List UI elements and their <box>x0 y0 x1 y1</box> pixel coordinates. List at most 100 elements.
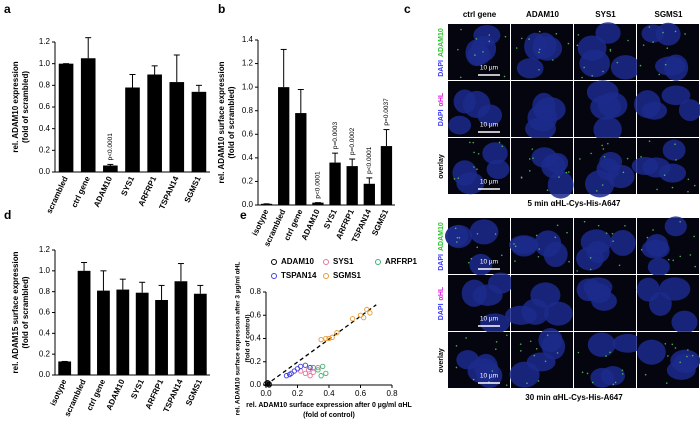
signal <box>605 232 608 234</box>
bar <box>295 113 307 205</box>
y-tick-label: 0.0 <box>242 200 254 209</box>
signal <box>454 227 457 230</box>
bar <box>329 162 341 205</box>
nucleus <box>530 282 561 308</box>
signal <box>607 142 609 145</box>
y-tick-label: 0.2 <box>39 145 51 154</box>
signal <box>500 254 503 257</box>
point <box>320 363 326 370</box>
signal <box>664 342 667 345</box>
signal <box>591 381 594 384</box>
x-tick-label: TSPAN14 <box>162 377 185 413</box>
legend-marker <box>271 273 277 279</box>
panel-letter: d <box>4 208 11 222</box>
bar <box>278 87 290 205</box>
signal <box>666 47 669 49</box>
signal <box>531 148 534 150</box>
nucleus <box>527 104 558 132</box>
point <box>310 364 316 371</box>
bar <box>260 203 273 205</box>
nucleus <box>516 58 544 79</box>
row-label: overlay <box>438 348 445 373</box>
signal <box>472 141 475 144</box>
x-tick-label: SYS1 <box>322 207 339 230</box>
column-header: ADAM10 <box>526 10 559 19</box>
signal <box>565 171 568 174</box>
signal <box>590 152 592 155</box>
signal <box>457 48 459 51</box>
signal <box>694 265 696 268</box>
signal <box>586 372 589 375</box>
signal <box>687 349 689 351</box>
nucleus <box>480 313 510 334</box>
signal <box>535 234 538 237</box>
scale-bar-label: 10 µm <box>480 316 498 323</box>
row-label: DAPI ADAM10 <box>438 222 445 271</box>
nucleus <box>599 152 623 172</box>
trend-line <box>265 304 377 386</box>
nucleus <box>509 235 539 254</box>
signal <box>658 73 661 76</box>
signal <box>515 47 518 49</box>
bar <box>125 87 140 172</box>
signal <box>537 255 540 258</box>
signal <box>482 51 484 53</box>
signal <box>684 33 686 35</box>
signal <box>457 177 460 179</box>
signal <box>494 348 497 351</box>
nucleus <box>584 170 615 198</box>
nucleus <box>645 233 669 257</box>
y-tick-label: 0.8 <box>39 80 51 89</box>
x-tick-label: isotype <box>48 377 68 407</box>
y-tick-label: 1.2 <box>39 245 51 254</box>
signal <box>591 74 594 77</box>
bar <box>135 292 149 375</box>
x-tick-label: ctrl gene <box>70 174 92 209</box>
scale-bar-label: 10 µm <box>480 179 498 186</box>
signal <box>513 243 515 245</box>
bar <box>147 74 162 172</box>
row-label-part: DAPI <box>438 109 445 126</box>
y-axis-label: rel. ADAM15 surface expression <box>11 251 20 373</box>
signal <box>535 348 538 350</box>
signal <box>538 248 541 250</box>
p-value: p=0.0003 <box>332 121 339 149</box>
point <box>302 362 309 368</box>
signal <box>504 35 507 38</box>
legend-marker <box>375 259 381 265</box>
legend-label: SGMS1 <box>333 271 362 280</box>
y-tick-label: 1.4 <box>242 35 254 44</box>
bar <box>169 82 185 172</box>
signal <box>533 354 536 357</box>
signal <box>558 176 560 178</box>
signal <box>674 143 676 146</box>
signal <box>528 38 530 40</box>
signal <box>528 170 531 172</box>
signal <box>605 355 607 357</box>
bar <box>97 290 110 375</box>
signal <box>460 28 462 31</box>
bar <box>363 183 375 205</box>
signal <box>577 351 580 354</box>
row-label: overlay <box>438 154 445 179</box>
x-tick-label: 0.6 <box>355 389 367 398</box>
signal <box>686 355 688 358</box>
signal <box>514 260 516 262</box>
signal <box>583 66 585 69</box>
nucleus <box>488 272 514 294</box>
signal <box>679 220 681 223</box>
signal <box>597 224 600 227</box>
signal <box>609 351 611 354</box>
signal <box>465 337 467 339</box>
signal <box>498 141 501 144</box>
nucleus <box>590 94 622 120</box>
signal <box>474 54 476 56</box>
point <box>329 334 335 340</box>
bar <box>174 281 188 375</box>
bar <box>193 293 207 375</box>
legend-label: TSPAN14 <box>281 271 317 280</box>
x-axis-label: (fold of control) <box>303 412 355 419</box>
nucleus <box>456 172 485 195</box>
row-label-part: αHL <box>438 286 445 300</box>
legend-label: SYS1 <box>333 257 354 266</box>
